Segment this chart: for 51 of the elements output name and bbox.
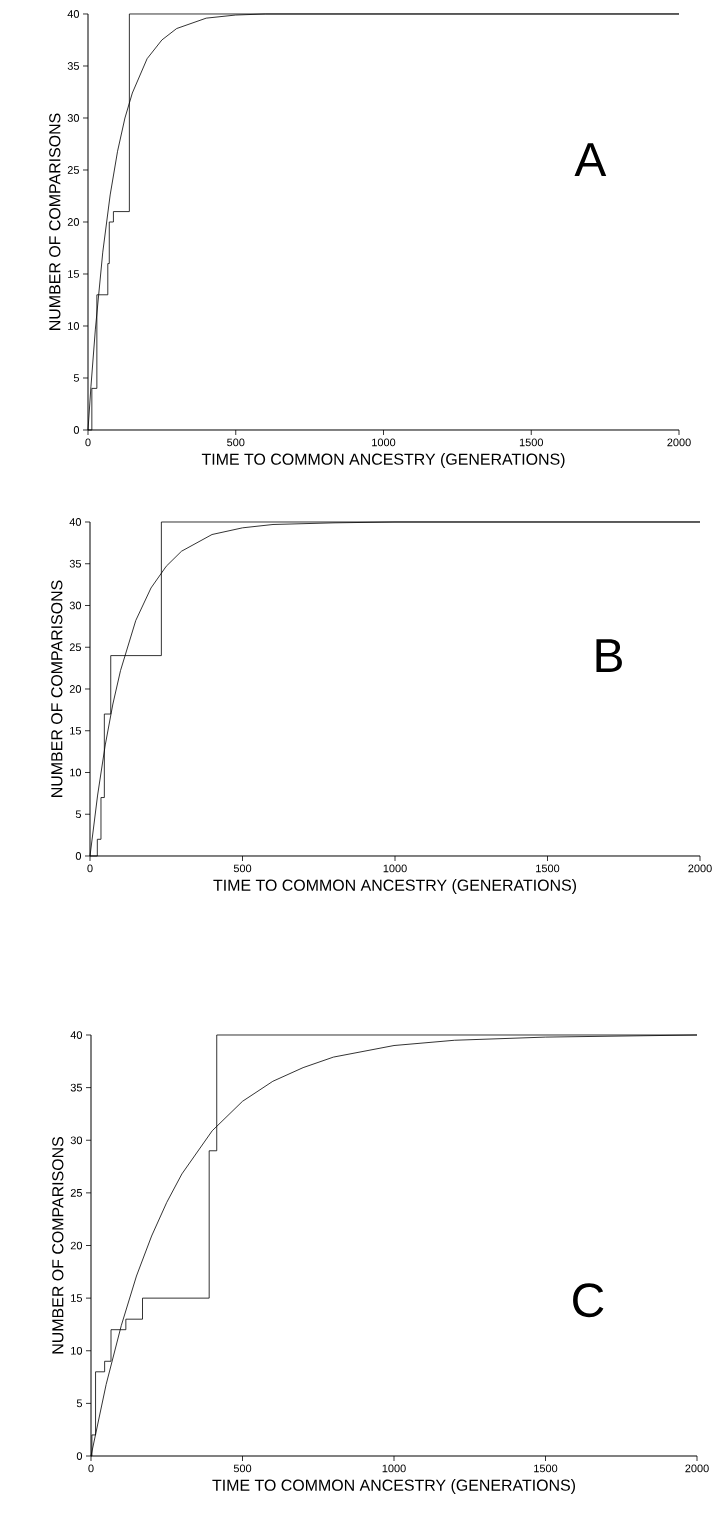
x-tick-label: 1500 <box>519 438 543 447</box>
y-tick-label: 30 <box>70 1136 83 1145</box>
x-tick-label: 1000 <box>382 1464 406 1473</box>
x-axis-title: TIME TO COMMON ANCESTRY (GENERATIONS) <box>213 879 577 894</box>
x-tick-label: 1500 <box>534 1464 558 1473</box>
y-tick-label: 5 <box>76 1399 83 1408</box>
y-tick-label: 20 <box>67 218 80 226</box>
y-tick-label: 10 <box>70 768 82 777</box>
y-tick-label: 20 <box>70 1241 83 1250</box>
x-tick-label: 1000 <box>383 864 407 873</box>
x-tick-label: 0 <box>85 438 91 447</box>
x-tick-label: 1500 <box>536 864 560 873</box>
x-tick-label: 2000 <box>685 1464 709 1473</box>
x-tick-label: 500 <box>227 438 245 447</box>
x-tick-label: 0 <box>88 1464 94 1473</box>
x-tick-label: 2000 <box>688 864 712 873</box>
y-tick-label: 40 <box>70 1031 83 1039</box>
y-tick-label: 30 <box>67 114 80 122</box>
x-tick-label: 500 <box>233 1464 252 1473</box>
y-tick-label: 35 <box>67 62 80 70</box>
y-tick-label: 5 <box>75 810 82 819</box>
y-tick-label: 0 <box>75 852 82 860</box>
y-tick-label: 10 <box>71 1346 83 1355</box>
y-tick-label: 40 <box>69 518 82 526</box>
x-axis-title: TIME TO COMMON ANCESTRY (GENERATIONS) <box>201 453 565 468</box>
y-tick-label: 15 <box>68 270 80 278</box>
x-tick-label: 1000 <box>372 438 396 447</box>
y-tick-label: 15 <box>70 726 82 735</box>
x-tick-label: 2000 <box>667 438 691 447</box>
y-tick-label: 25 <box>70 1189 83 1197</box>
y-tick-label: 10 <box>68 322 80 330</box>
y-axis-title: NUMBER OF COMPARISONS <box>51 580 63 797</box>
x-tick-label: 0 <box>87 864 93 873</box>
y-tick-label: 30 <box>69 601 82 610</box>
annotation: A <box>574 143 607 177</box>
y-tick-label: 35 <box>69 559 82 568</box>
y-tick-label: 5 <box>73 374 80 382</box>
y-tick-label: 0 <box>76 1452 83 1460</box>
y-axis-title: NUMBER OF COMPARISONS <box>52 1136 64 1354</box>
y-tick-label: 20 <box>69 685 82 693</box>
annotation: C <box>573 1283 604 1318</box>
x-tick-label: 500 <box>233 864 252 873</box>
y-tick-label: 25 <box>69 643 82 652</box>
y-tick-label: 25 <box>67 166 80 174</box>
y-tick-label: 40 <box>67 10 80 18</box>
y-tick-label: 15 <box>71 1294 83 1302</box>
y-tick-label: 35 <box>70 1083 83 1092</box>
y-tick-label: 0 <box>73 426 80 434</box>
y-axis-title: NUMBER OF COMPARISONS <box>49 113 61 330</box>
x-axis-title: TIME TO COMMON ANCESTRY (GENERATIONS) <box>212 1479 576 1494</box>
annotation: B <box>596 639 622 673</box>
